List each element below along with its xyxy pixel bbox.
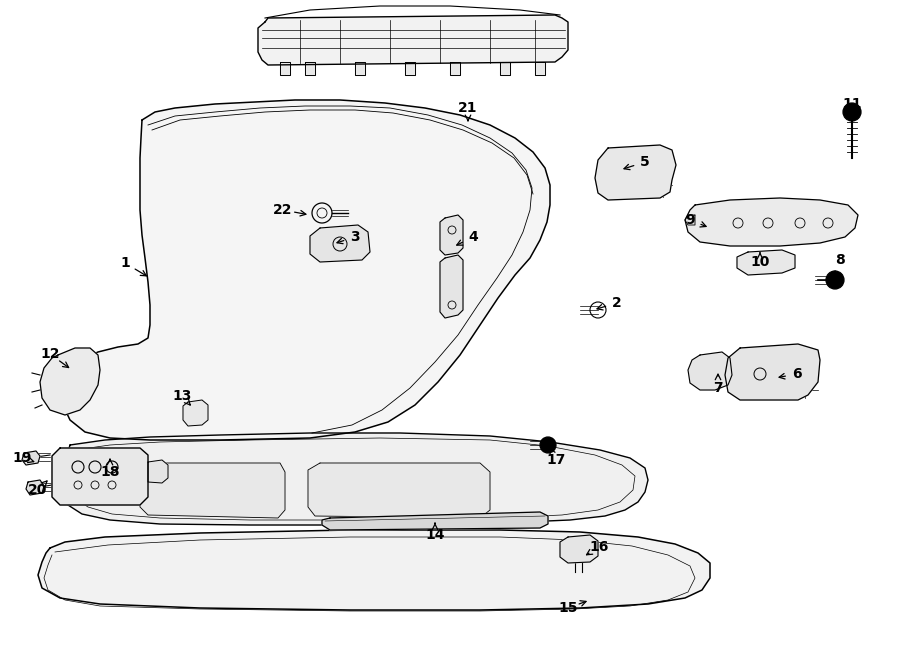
Text: 6: 6 [792,367,802,381]
Text: 12: 12 [40,347,59,361]
Polygon shape [26,480,44,495]
Text: 22: 22 [274,203,292,217]
Polygon shape [685,198,858,246]
Text: 15: 15 [558,601,578,615]
Polygon shape [308,463,490,518]
Polygon shape [148,460,168,483]
Polygon shape [725,344,820,400]
Polygon shape [450,62,460,75]
Text: 17: 17 [546,453,566,467]
Text: 20: 20 [28,483,48,497]
Text: 4: 4 [468,230,478,244]
Text: 19: 19 [13,451,32,465]
Polygon shape [535,62,545,75]
Polygon shape [52,448,148,505]
Polygon shape [310,225,370,262]
Polygon shape [322,512,548,530]
Polygon shape [38,530,710,610]
Circle shape [826,271,844,289]
Text: 21: 21 [458,101,478,115]
Polygon shape [258,15,568,65]
Polygon shape [560,535,598,563]
Polygon shape [280,62,290,75]
Text: 8: 8 [835,253,845,267]
Polygon shape [40,348,100,415]
Text: 16: 16 [590,540,608,554]
Polygon shape [22,451,40,465]
Polygon shape [183,400,208,426]
Polygon shape [305,62,315,75]
Polygon shape [737,250,795,275]
Polygon shape [440,215,463,255]
Text: 18: 18 [100,465,120,479]
Polygon shape [63,100,550,440]
Polygon shape [405,62,415,75]
Text: 7: 7 [713,381,723,395]
Polygon shape [500,62,510,75]
Text: 14: 14 [425,528,445,542]
Polygon shape [440,255,463,318]
Text: 11: 11 [842,97,862,111]
Text: 1: 1 [120,256,130,270]
Polygon shape [140,463,285,518]
Text: 10: 10 [751,255,770,269]
Polygon shape [685,215,695,225]
Text: 3: 3 [350,230,360,244]
Circle shape [540,437,556,453]
Circle shape [843,103,861,121]
Text: 5: 5 [640,155,650,169]
Text: 13: 13 [172,389,192,403]
Polygon shape [355,62,365,75]
Polygon shape [595,145,676,200]
Text: 9: 9 [685,213,695,227]
Polygon shape [62,433,648,525]
Polygon shape [688,352,732,390]
Text: 2: 2 [612,296,622,310]
